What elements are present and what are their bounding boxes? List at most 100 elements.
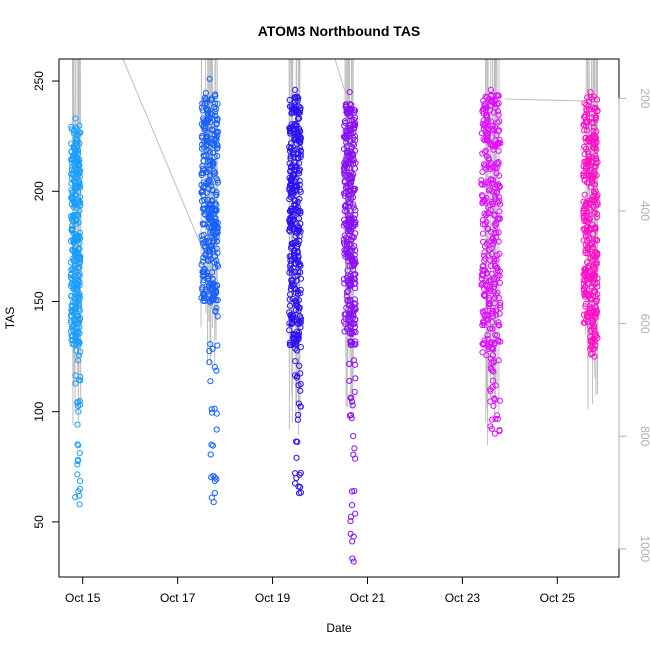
data-point xyxy=(210,223,218,230)
data-point xyxy=(590,193,597,200)
pressure-connector xyxy=(122,58,209,263)
data-point xyxy=(495,238,502,245)
data-point xyxy=(293,454,300,461)
x-tick-label: Oct 19 xyxy=(255,591,291,605)
data-point xyxy=(494,272,501,279)
data-point xyxy=(214,282,221,289)
data-point xyxy=(485,297,492,304)
pressure-trace xyxy=(207,58,210,322)
data-point xyxy=(588,251,595,258)
data-point xyxy=(488,245,495,252)
pressure-trace xyxy=(79,58,82,388)
data-point xyxy=(583,172,590,179)
data-point xyxy=(347,107,354,114)
data-point xyxy=(342,101,349,108)
data-point xyxy=(495,229,502,236)
data-point xyxy=(198,232,205,239)
data-point xyxy=(586,235,593,242)
data-point xyxy=(348,328,355,335)
data-point xyxy=(210,168,218,175)
data-point xyxy=(287,164,295,171)
data-point xyxy=(494,289,501,296)
data-point xyxy=(492,396,499,403)
data-point xyxy=(593,139,600,146)
data-point xyxy=(287,167,294,174)
data-point xyxy=(495,194,503,201)
data-point xyxy=(485,252,492,259)
data-point xyxy=(348,233,356,240)
data-point xyxy=(584,275,591,282)
data-point xyxy=(481,249,488,256)
data-point xyxy=(207,172,214,179)
series-1 xyxy=(67,115,84,508)
data-point xyxy=(487,162,494,169)
data-point xyxy=(342,220,349,227)
data-point xyxy=(483,153,491,160)
data-point xyxy=(590,225,597,232)
data-point xyxy=(214,128,221,135)
data-point xyxy=(202,169,209,176)
data-point xyxy=(201,205,208,212)
pressure-connector xyxy=(504,98,586,102)
data-point xyxy=(292,358,299,365)
data-point xyxy=(583,123,590,130)
data-point xyxy=(297,324,304,331)
data-point xyxy=(352,230,359,237)
data-point xyxy=(350,433,357,440)
data-point xyxy=(480,117,487,124)
data-point xyxy=(488,262,495,269)
data-point xyxy=(593,259,600,266)
data-point xyxy=(295,331,302,339)
data-point xyxy=(206,347,213,355)
data-point xyxy=(206,149,213,156)
data-point xyxy=(297,137,304,144)
data-point xyxy=(587,184,595,191)
data-point xyxy=(296,362,303,369)
y2-axis: 200 400 600 800 1000 xyxy=(618,88,650,563)
data-point xyxy=(214,116,221,123)
data-point xyxy=(68,312,75,319)
data-point xyxy=(209,149,217,156)
data-point xyxy=(214,227,221,234)
data-point xyxy=(350,320,357,327)
data-point xyxy=(76,122,83,129)
data-point xyxy=(72,275,79,282)
data-point xyxy=(484,225,491,232)
data-point xyxy=(479,217,486,224)
data-point xyxy=(297,381,304,388)
data-point xyxy=(68,140,75,147)
data-point xyxy=(72,332,79,339)
data-point xyxy=(488,270,495,277)
x-tick-label: Oct 15 xyxy=(65,591,101,605)
data-point xyxy=(286,186,293,193)
data-point xyxy=(346,212,353,220)
data-point xyxy=(213,367,220,374)
data-point xyxy=(582,293,589,300)
series-4 xyxy=(340,89,359,565)
data-point xyxy=(72,380,79,387)
data-point xyxy=(351,271,358,278)
data-point xyxy=(586,98,593,105)
data-point xyxy=(297,387,304,394)
data-point xyxy=(74,261,81,268)
data-point xyxy=(209,111,216,118)
data-point xyxy=(589,312,596,319)
y-tick-label: 50 xyxy=(32,515,46,529)
data-point xyxy=(207,451,214,458)
data-point xyxy=(204,158,211,165)
data-point xyxy=(296,260,303,268)
data-point xyxy=(213,426,220,433)
x-axis: Oct 15 Oct 17 Oct 19 Oct 21 Oct 23 Oct 25 xyxy=(65,576,575,605)
data-point xyxy=(491,340,498,347)
y-tick-label: 100 xyxy=(32,401,46,421)
data-point xyxy=(341,177,348,184)
data-point xyxy=(75,377,83,384)
data-point xyxy=(288,144,295,151)
data-point xyxy=(585,103,592,110)
data-point xyxy=(287,262,294,269)
data-point xyxy=(590,120,597,127)
data-point xyxy=(214,263,222,270)
data-point xyxy=(290,239,297,246)
data-point xyxy=(492,415,499,422)
data-point xyxy=(204,272,211,280)
